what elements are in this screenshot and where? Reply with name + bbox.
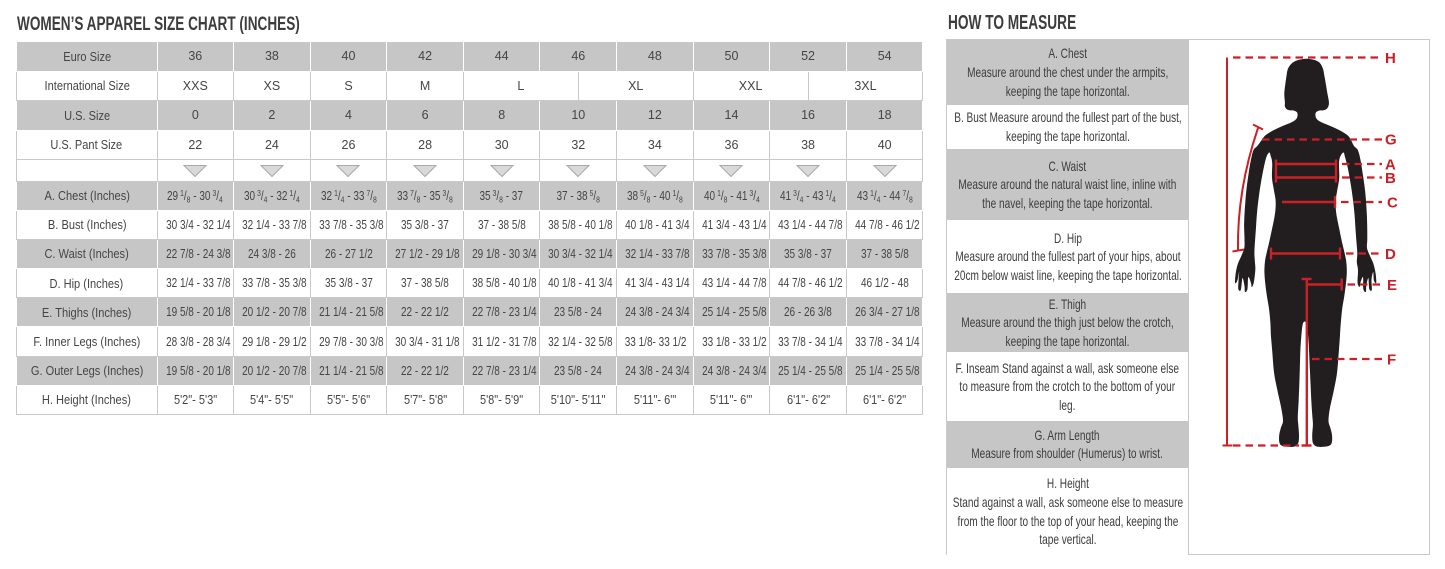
svg-text:D: D xyxy=(1385,246,1396,263)
svg-text:B: B xyxy=(1385,170,1396,187)
svg-text:E: E xyxy=(1387,277,1397,294)
svg-text:A: A xyxy=(1385,156,1396,173)
svg-text:C: C xyxy=(1387,194,1398,211)
svg-text:H: H xyxy=(1385,50,1396,67)
svg-text:G: G xyxy=(1385,131,1397,148)
svg-text:F: F xyxy=(1387,351,1396,368)
